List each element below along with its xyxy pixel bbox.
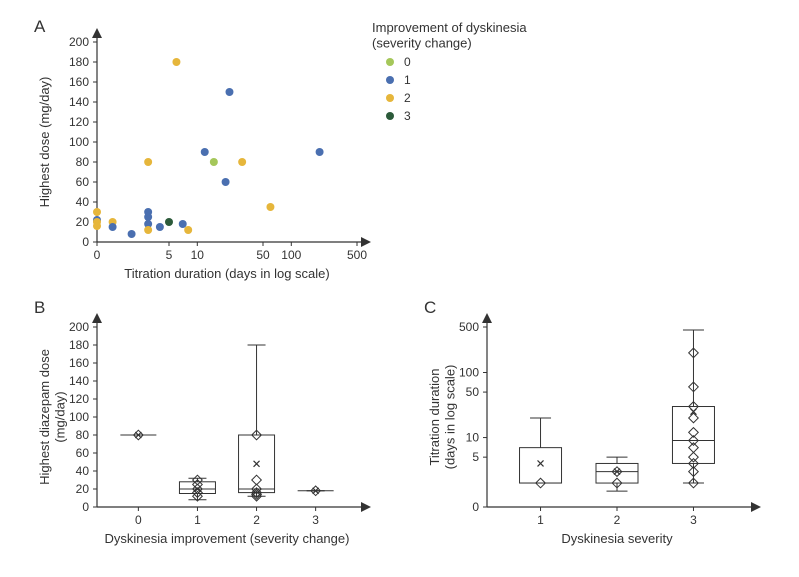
svg-text:Improvement of dyskinesia(seve: Improvement of dyskinesia(severity chang… [372, 20, 527, 51]
svg-text:C: C [424, 298, 436, 317]
svg-text:2: 2 [614, 513, 621, 527]
scatter-point [93, 222, 101, 230]
scatter-point [144, 158, 152, 166]
svg-text:160: 160 [69, 356, 89, 370]
legend-marker [386, 94, 394, 102]
box-point [689, 443, 699, 453]
svg-text:140: 140 [69, 95, 89, 109]
svg-text:100: 100 [69, 135, 89, 149]
svg-text:200: 200 [69, 35, 89, 49]
legend-marker [386, 58, 394, 66]
svg-text:50: 50 [256, 248, 270, 262]
svg-text:0: 0 [82, 500, 89, 514]
svg-text:180: 180 [69, 338, 89, 352]
svg-text:20: 20 [76, 215, 90, 229]
scatter-point [238, 158, 246, 166]
panelB-boxes [120, 345, 333, 501]
scatter-point [222, 178, 230, 186]
svg-text:0: 0 [82, 235, 89, 249]
svg-text:120: 120 [69, 392, 89, 406]
figure-svg: A020406080100120140160180200051050100500… [12, 12, 787, 565]
scatter-point [172, 58, 180, 66]
scatter-point [184, 226, 192, 234]
svg-text:Titration duration(days in log: Titration duration(days in log scale) [427, 365, 458, 470]
svg-text:0: 0 [404, 55, 411, 69]
svg-text:Dyskinesia severity: Dyskinesia severity [561, 531, 673, 546]
svg-text:500: 500 [459, 320, 479, 334]
svg-text:1: 1 [404, 73, 411, 87]
svg-text:0: 0 [135, 513, 142, 527]
svg-text:500: 500 [347, 248, 367, 262]
svg-text:Dyskinesia improvement (severi: Dyskinesia improvement (severity change) [105, 531, 350, 546]
scatter-point [201, 148, 209, 156]
svg-text:2: 2 [404, 91, 411, 105]
panelA-points [93, 58, 324, 238]
scatter-point [144, 213, 152, 221]
svg-text:80: 80 [76, 428, 90, 442]
scatter-point [93, 208, 101, 216]
svg-text:5: 5 [472, 450, 479, 464]
svg-text:3: 3 [312, 513, 319, 527]
scatter-point [225, 88, 233, 96]
svg-text:60: 60 [76, 175, 90, 189]
svg-text:1: 1 [194, 513, 201, 527]
svg-text:B: B [34, 298, 45, 317]
svg-text:10: 10 [191, 248, 205, 262]
box-point [689, 452, 699, 462]
svg-text:50: 50 [466, 385, 480, 399]
scatter-point [210, 158, 218, 166]
svg-text:1: 1 [537, 513, 544, 527]
svg-text:60: 60 [76, 446, 90, 460]
legend-marker [386, 112, 394, 120]
svg-text:100: 100 [459, 365, 479, 379]
svg-text:180: 180 [69, 55, 89, 69]
panelC-boxes [520, 330, 715, 491]
scatter-point [316, 148, 324, 156]
legend-marker [386, 76, 394, 84]
svg-text:3: 3 [404, 109, 411, 123]
figure: A020406080100120140160180200051050100500… [12, 12, 787, 565]
scatter-point [109, 223, 117, 231]
svg-text:200: 200 [69, 320, 89, 334]
svg-text:20: 20 [76, 482, 90, 496]
box-point [252, 475, 262, 485]
svg-text:40: 40 [76, 195, 90, 209]
svg-text:A: A [34, 17, 46, 36]
svg-text:100: 100 [69, 410, 89, 424]
scatter-point [165, 218, 173, 226]
svg-text:80: 80 [76, 155, 90, 169]
svg-text:3: 3 [690, 513, 697, 527]
svg-text:Titration duration (days in lo: Titration duration (days in log scale) [124, 266, 329, 281]
svg-text:120: 120 [69, 115, 89, 129]
svg-text:Highest diazepam dose(mg/day): Highest diazepam dose(mg/day) [37, 349, 68, 485]
box-point [689, 413, 699, 423]
svg-text:40: 40 [76, 464, 90, 478]
scatter-point [144, 226, 152, 234]
svg-text:160: 160 [69, 75, 89, 89]
svg-text:0: 0 [94, 248, 101, 262]
scatter-point [156, 223, 164, 231]
svg-text:100: 100 [281, 248, 301, 262]
svg-text:Highest dose (mg/day): Highest dose (mg/day) [37, 77, 52, 208]
svg-text:10: 10 [466, 431, 480, 445]
svg-text:140: 140 [69, 374, 89, 388]
scatter-point [266, 203, 274, 211]
svg-text:5: 5 [166, 248, 173, 262]
scatter-point [179, 220, 187, 228]
svg-text:2: 2 [253, 513, 260, 527]
svg-text:0: 0 [472, 500, 479, 514]
scatter-point [128, 230, 136, 238]
